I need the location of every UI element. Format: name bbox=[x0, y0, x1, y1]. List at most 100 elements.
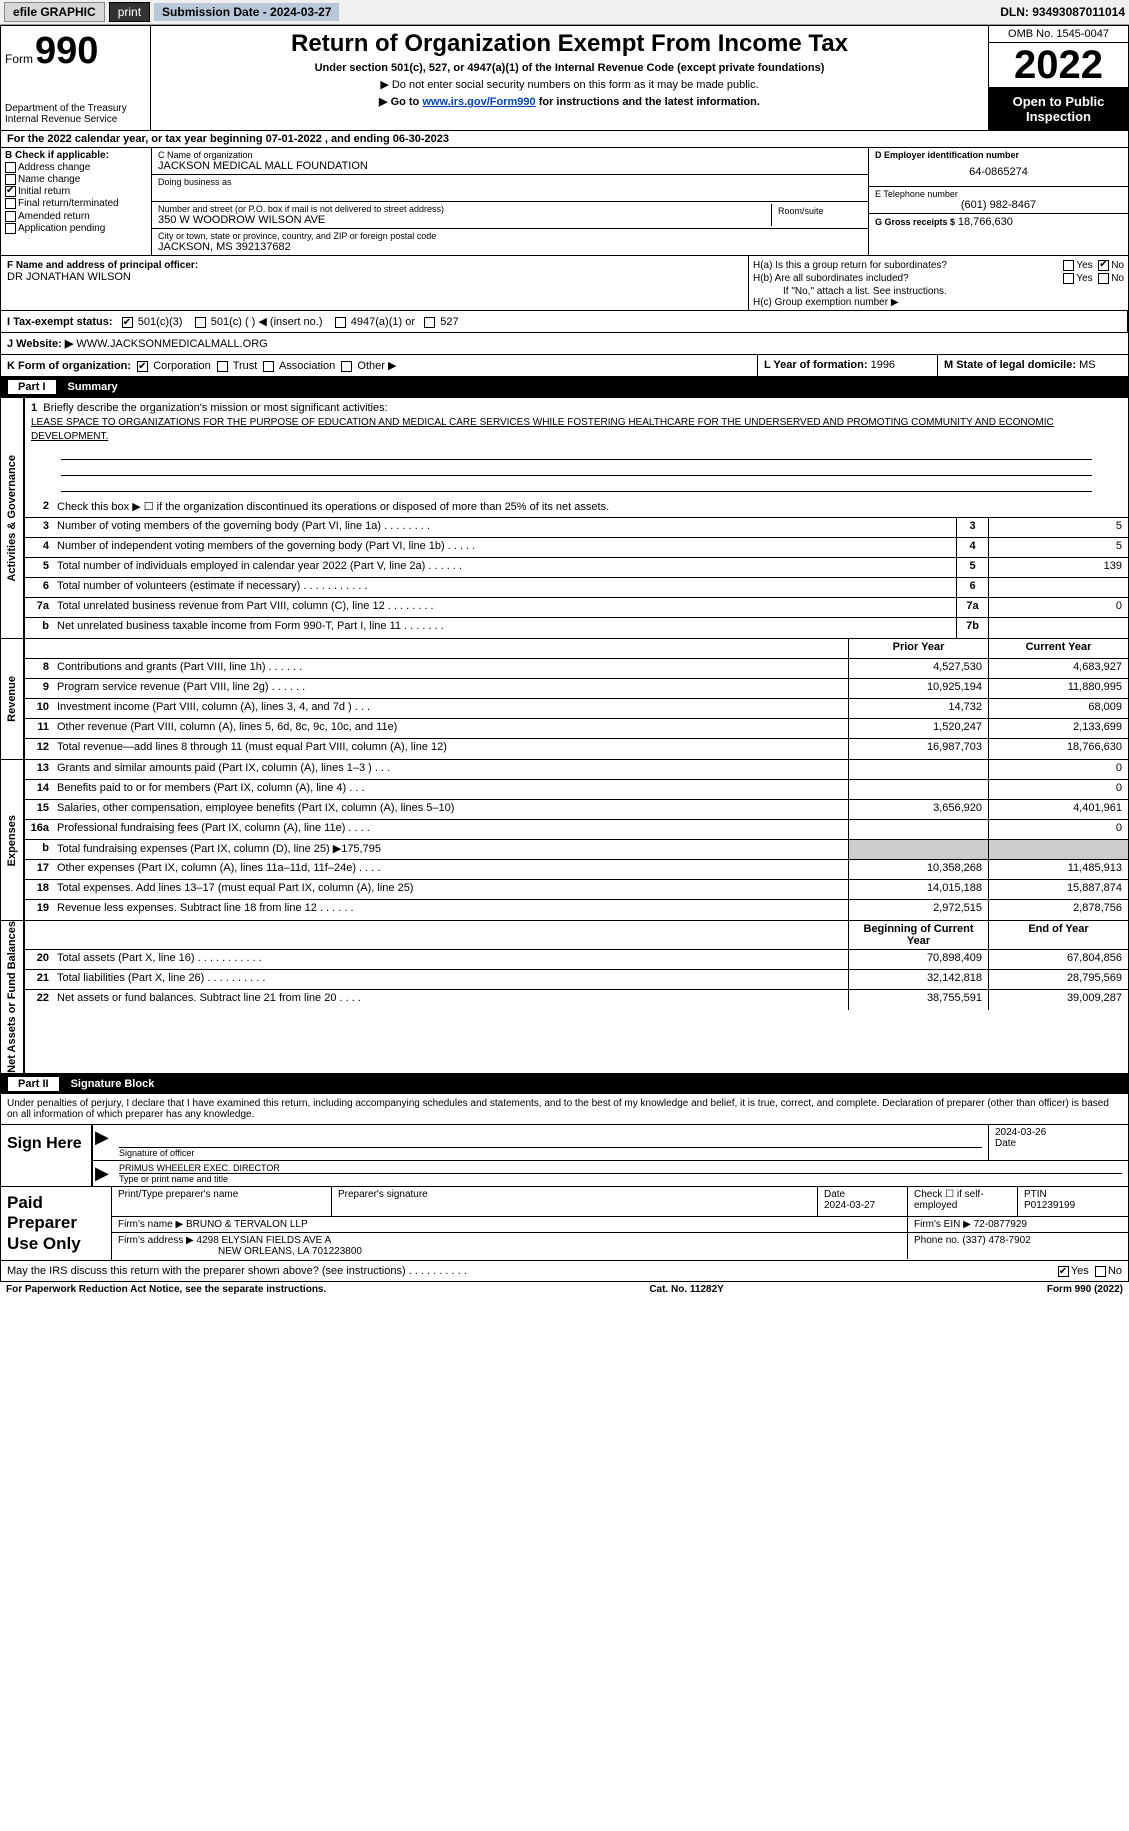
typed-label: Type or print name and title bbox=[119, 1173, 1122, 1184]
goto-suffix: for instructions and the latest informat… bbox=[536, 96, 760, 108]
b20: 70,898,409 bbox=[848, 950, 988, 969]
chk-4947[interactable] bbox=[335, 317, 346, 328]
efile-button[interactable]: efile GRAPHIC bbox=[4, 2, 105, 22]
chk-address[interactable]: Address change bbox=[5, 162, 147, 173]
chk-trust[interactable] bbox=[217, 361, 228, 372]
chk-501c3[interactable] bbox=[122, 317, 133, 328]
chk-pending[interactable]: Application pending bbox=[5, 223, 147, 234]
no-ssn-note: ▶ Do not enter social security numbers o… bbox=[155, 78, 984, 91]
ptin-label: PTIN bbox=[1024, 1189, 1122, 1200]
line4: Number of independent voting members of … bbox=[53, 538, 956, 557]
val3: 5 bbox=[988, 518, 1128, 537]
gross-label: G Gross receipts $ bbox=[875, 217, 955, 227]
box-h: H(a) Is this a group return for subordin… bbox=[748, 256, 1128, 310]
firm-name: BRUNO & TERVALON LLP bbox=[186, 1219, 308, 1230]
c13: 0 bbox=[988, 760, 1128, 779]
main-title: Return of Organization Exempt From Incom… bbox=[155, 30, 984, 58]
row-j-wrap: J Website: ▶ WWW.JACKSONMEDICALMALL.ORG bbox=[0, 333, 1129, 355]
chk-other[interactable] bbox=[341, 361, 352, 372]
section-bcd: B Check if applicable: Address change Na… bbox=[0, 148, 1129, 256]
goto-instructions: ▶ Go to www.irs.gov/Form990 for instruct… bbox=[155, 95, 984, 108]
top-toolbar: efile GRAPHIC print Submission Date - 20… bbox=[0, 0, 1129, 25]
year-formation: 1996 bbox=[871, 359, 895, 371]
p19: 2,972,515 bbox=[848, 900, 988, 920]
chk-name[interactable]: Name change bbox=[5, 174, 147, 185]
p12: 16,987,703 bbox=[848, 739, 988, 759]
chk-assoc[interactable] bbox=[263, 361, 274, 372]
arrow-icon: ▶ bbox=[93, 1125, 113, 1160]
hdr-prior: Prior Year bbox=[848, 639, 988, 658]
discuss-yes[interactable] bbox=[1058, 1266, 1069, 1277]
print-button[interactable]: print bbox=[109, 2, 150, 22]
chk-corp[interactable] bbox=[137, 361, 148, 372]
officer-name: DR JONATHAN WILSON bbox=[7, 271, 742, 283]
val7a: 0 bbox=[988, 598, 1128, 617]
discuss-no[interactable] bbox=[1095, 1266, 1106, 1277]
ein-label: D Employer identification number bbox=[875, 150, 1122, 160]
e21: 28,795,569 bbox=[988, 970, 1128, 989]
e20: 67,804,856 bbox=[988, 950, 1128, 969]
chk-amended[interactable]: Amended return bbox=[5, 211, 147, 222]
p17: 10,358,268 bbox=[848, 860, 988, 879]
line19: Revenue less expenses. Subtract line 18 … bbox=[53, 900, 848, 920]
tab-netassets: Net Assets or Fund Balances bbox=[6, 921, 18, 1073]
self-employed-check[interactable]: Check ☐ if self-employed bbox=[908, 1187, 1018, 1216]
line11: Other revenue (Part VIII, column (A), li… bbox=[53, 719, 848, 738]
line6: Total number of volunteers (estimate if … bbox=[53, 578, 956, 597]
c18: 15,887,874 bbox=[988, 880, 1128, 899]
box-c: C Name of organization JACKSON MEDICAL M… bbox=[151, 148, 868, 255]
phone-value: (601) 982-8467 bbox=[875, 199, 1122, 211]
p8: 4,527,530 bbox=[848, 659, 988, 678]
form-number: 990 bbox=[35, 30, 98, 73]
dba-label: Doing business as bbox=[158, 177, 862, 187]
c10: 68,009 bbox=[988, 699, 1128, 718]
form-org-label: K Form of organization: bbox=[7, 360, 131, 372]
line7a: Total unrelated business revenue from Pa… bbox=[53, 598, 956, 617]
room-label: Room/suite bbox=[778, 206, 856, 216]
paid-title: Paid Preparer Use Only bbox=[1, 1187, 111, 1260]
chk-final[interactable]: Final return/terminated bbox=[5, 198, 147, 209]
e22: 39,009,287 bbox=[988, 990, 1128, 1010]
part2-label: Part II bbox=[8, 1077, 59, 1091]
ptin-value: P01239199 bbox=[1024, 1200, 1122, 1211]
prep-name-label: Print/Type preparer's name bbox=[118, 1189, 325, 1200]
footer-right: Form 990 (2022) bbox=[1047, 1284, 1123, 1295]
line9: Program service revenue (Part VIII, line… bbox=[53, 679, 848, 698]
chk-527[interactable] bbox=[424, 317, 435, 328]
line3: Number of voting members of the governin… bbox=[53, 518, 956, 537]
prep-sig-label: Preparer's signature bbox=[338, 1189, 811, 1200]
row-fgh: F Name and address of principal officer:… bbox=[0, 256, 1129, 311]
firm-ein: 72-0877929 bbox=[974, 1219, 1027, 1230]
chk-initial[interactable]: Initial return bbox=[5, 186, 147, 197]
website-label: J Website: ▶ bbox=[7, 338, 73, 350]
chk-501c[interactable] bbox=[195, 317, 206, 328]
open-public: Open to Public Inspection bbox=[989, 88, 1128, 130]
discuss-row: May the IRS discuss this return with the… bbox=[0, 1261, 1129, 1282]
revenue-section: Revenue Prior YearCurrent Year 8Contribu… bbox=[0, 639, 1129, 760]
city-value: JACKSON, MS 392137682 bbox=[158, 241, 862, 253]
org-name-label: C Name of organization bbox=[158, 150, 862, 160]
hdr-beg: Beginning of Current Year bbox=[848, 921, 988, 949]
arrow-icon: ▶ bbox=[93, 1161, 113, 1186]
firm-name-label: Firm's name ▶ bbox=[118, 1219, 183, 1230]
street-label: Number and street (or P.O. box if mail i… bbox=[158, 204, 771, 214]
street-value: 350 W WOODROW WILSON AVE bbox=[158, 214, 771, 226]
mission-label: Briefly describe the organization's miss… bbox=[43, 402, 387, 414]
state-domicile-label: M State of legal domicile: bbox=[944, 359, 1076, 371]
box-b-title: B Check if applicable: bbox=[5, 150, 147, 161]
irs-link[interactable]: www.irs.gov/Form990 bbox=[422, 96, 535, 108]
paid-preparer-area: Paid Preparer Use Only Print/Type prepar… bbox=[0, 1187, 1129, 1261]
expenses-section: Expenses 13Grants and similar amounts pa… bbox=[0, 760, 1129, 921]
phone-label: E Telephone number bbox=[875, 189, 1122, 199]
line22: Net assets or fund balances. Subtract li… bbox=[53, 990, 848, 1010]
line16b: Total fundraising expenses (Part IX, col… bbox=[53, 840, 848, 859]
officer-label: F Name and address of principal officer: bbox=[7, 260, 742, 271]
c9: 11,880,995 bbox=[988, 679, 1128, 698]
row-ij: I Tax-exempt status: 501(c)(3) 501(c) ( … bbox=[0, 311, 1129, 333]
c8: 4,683,927 bbox=[988, 659, 1128, 678]
line10: Investment income (Part VIII, column (A)… bbox=[53, 699, 848, 718]
hb-label: H(b) Are all subordinates included? bbox=[753, 273, 909, 284]
firm-addr-label: Firm's address ▶ bbox=[118, 1235, 194, 1246]
mission-text: LEASE SPACE TO ORGANIZATIONS FOR THE PUR… bbox=[31, 416, 1122, 444]
sign-here-area: Sign Here ▶ Signature of officer 2024-03… bbox=[0, 1124, 1129, 1187]
